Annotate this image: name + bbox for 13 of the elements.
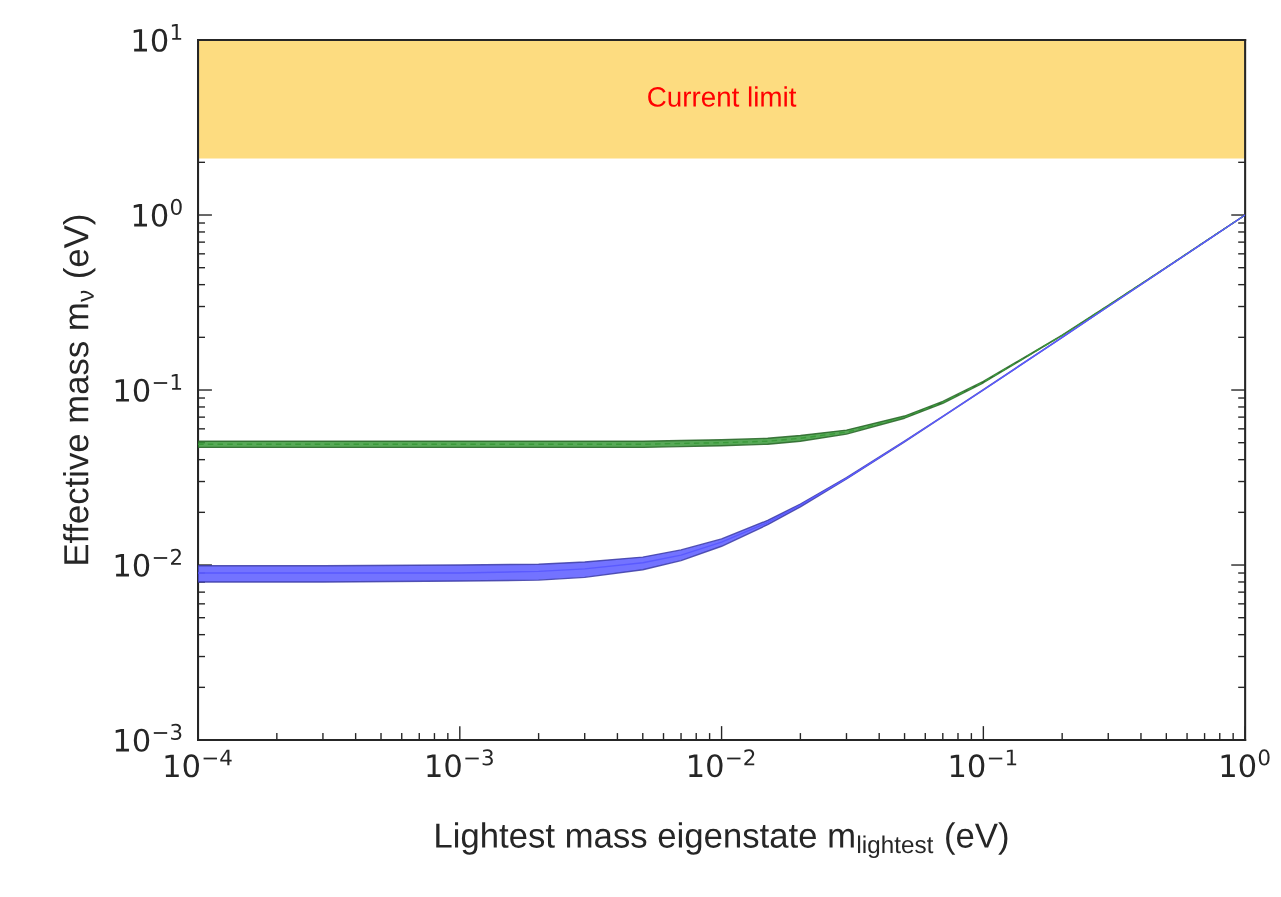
x-tick-label: 10$^{−2}$ <box>689 749 755 778</box>
y-tick-label: 10$^{1}$ <box>133 24 182 52</box>
band-label: Current limit <box>648 86 797 107</box>
y-axis-title: Effective mass m$_{ν}$ (eV) <box>63 215 96 564</box>
x-axis-title: Lightest mass eigenstate m$_{lightest}$ (eV) <box>436 822 1008 859</box>
x-tick-label: 10$^{−4}$ <box>165 749 232 778</box>
y-tick-label: 10$^{0}$ <box>133 198 182 227</box>
x-tick-label: 10$^{0}$ <box>1221 749 1270 778</box>
y-tick-label: 10$^{−2}$ <box>115 548 181 577</box>
x-tick-label: 10$^{−3}$ <box>427 749 493 778</box>
y-tick-label: 10$^{−1}$ <box>115 374 182 402</box>
x-tick-label: 10$^{−1}$ <box>950 749 1017 778</box>
y-tick-label: 10$^{−3}$ <box>115 723 182 752</box>
